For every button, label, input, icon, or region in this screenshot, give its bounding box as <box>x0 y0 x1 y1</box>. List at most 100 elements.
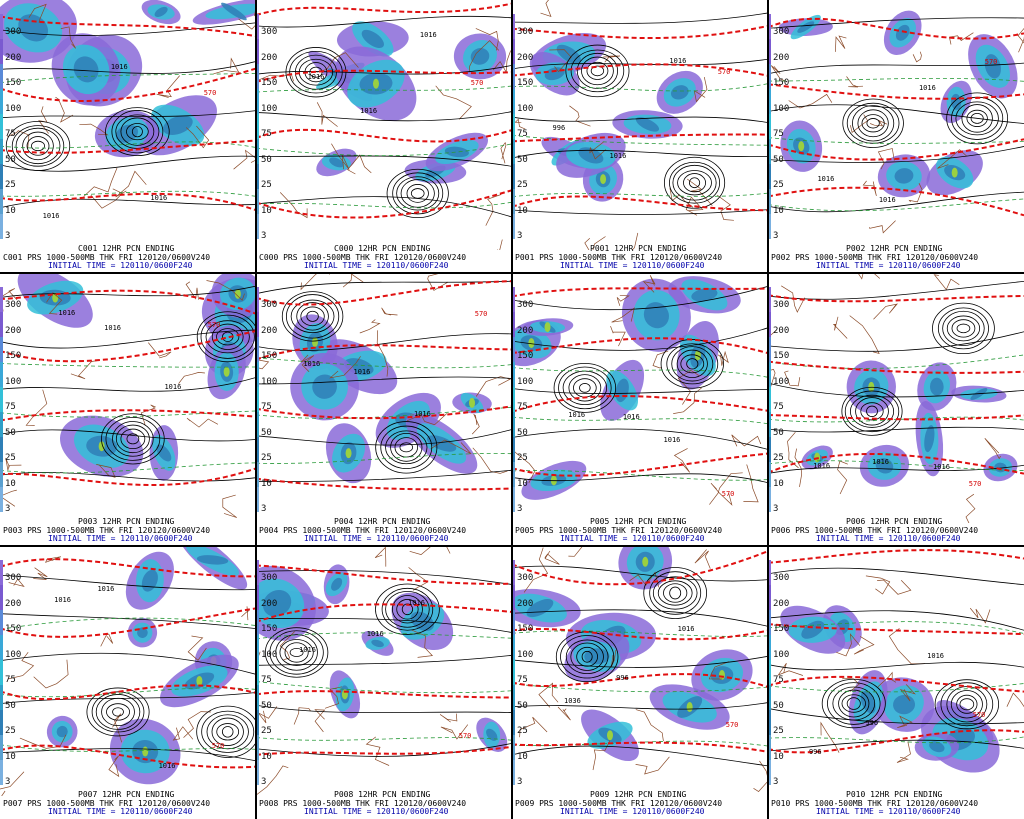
border-line <box>908 183 923 203</box>
border-line <box>100 633 114 647</box>
isobar <box>558 366 612 410</box>
border-line <box>933 274 960 291</box>
scale-tick-label: 200 <box>5 52 22 63</box>
scale-tick-label: 300 <box>5 27 22 37</box>
scale-tick-label: 3 <box>773 231 779 241</box>
border-line <box>206 280 245 301</box>
pressure-label: 1016 <box>677 625 695 634</box>
isobar <box>0 329 256 349</box>
border-line <box>33 659 69 689</box>
scale-segment <box>0 287 3 312</box>
border-line <box>611 307 635 323</box>
dashed-contour <box>768 683 1024 693</box>
precip-area <box>994 462 1007 473</box>
panel-divider <box>0 272 1024 274</box>
isobar <box>375 421 438 474</box>
border-line <box>631 232 639 250</box>
scale-segment <box>256 39 259 64</box>
thickness-label: 570 <box>984 57 998 66</box>
isobar <box>115 424 150 454</box>
dashed-contour <box>0 687 256 698</box>
panel-top-caption: P010 12HR PCN ENDING <box>846 790 943 799</box>
border-line <box>1017 27 1024 53</box>
dashed-contour <box>256 201 512 209</box>
isobar <box>386 168 449 219</box>
isobar <box>0 574 256 591</box>
border-line <box>497 239 503 250</box>
thickness-line <box>256 128 512 143</box>
pressure-label: 1016 <box>609 151 627 160</box>
forecast-panel: 300 200 150 100 75 50 25 10 3 1016 1016 1016 570 P003… <box>0 273 256 546</box>
isobar <box>256 654 512 666</box>
scale-segment <box>0 560 3 585</box>
isobar <box>512 209 768 215</box>
isobar <box>26 136 50 156</box>
border-line <box>0 771 25 796</box>
isobar <box>289 647 304 657</box>
scale-tick-label: 10 <box>5 205 16 216</box>
isobar <box>946 315 981 342</box>
precip-area <box>486 728 498 741</box>
border-line <box>60 26 77 49</box>
scale-segment <box>768 14 771 39</box>
border-line <box>1006 692 1024 708</box>
border-line <box>743 464 759 503</box>
isobar <box>568 374 602 402</box>
panel-top-caption: P002 12HR PCN ENDING <box>846 244 943 253</box>
border-line <box>635 756 670 775</box>
scale-segment <box>768 387 771 412</box>
isobar <box>860 402 884 421</box>
pressure-label: 1016 <box>927 651 944 660</box>
forecast-map <box>0 0 256 212</box>
panel-divider <box>767 0 769 819</box>
isobar <box>101 413 165 465</box>
scale-tick-label: 200 <box>517 52 534 63</box>
border-line <box>584 236 606 250</box>
scale-segment <box>512 760 515 785</box>
border-line <box>222 494 238 518</box>
isobar <box>381 587 434 631</box>
border-line <box>28 3 47 23</box>
panel-title-line: C001 PRS 1000-500MB THK FRI 120120/0600V… <box>3 253 211 262</box>
scale-tick-label: 3 <box>517 231 523 241</box>
panel-divider <box>511 0 513 819</box>
thickness-line <box>768 675 1024 693</box>
isobar <box>657 580 693 606</box>
scale-segment <box>0 660 3 685</box>
scale-segment <box>256 14 259 39</box>
isobar <box>15 127 61 165</box>
isobar <box>512 473 768 484</box>
isobar <box>683 173 707 193</box>
forecast-map <box>768 273 1024 523</box>
isobar <box>256 376 512 385</box>
scale-segment <box>256 139 259 164</box>
isobar <box>768 464 1024 474</box>
isobar <box>512 565 768 582</box>
isobar <box>200 314 255 359</box>
isobar <box>768 426 1024 433</box>
forecast-panel: 300 200 150 100 75 50 25 10 3 1016 1016 1016 570 P008… <box>256 546 512 819</box>
isobar <box>406 184 429 203</box>
scale-tick-label: 75 <box>261 675 272 685</box>
isobar <box>281 291 344 342</box>
pressure-label: 1016 <box>97 585 115 594</box>
thickness-line <box>768 294 1024 303</box>
scale-tick-label: 100 <box>773 376 790 387</box>
border-line <box>411 629 434 658</box>
pressure-label: 1016 <box>813 461 831 470</box>
isobar <box>590 65 605 77</box>
scale-tick-label: 300 <box>517 300 534 310</box>
isobar <box>512 149 768 159</box>
scale-tick-label: 150 <box>261 624 278 634</box>
precip-max <box>951 167 958 178</box>
isobar <box>11 125 65 167</box>
thickness-label: 570 <box>458 731 472 740</box>
isobar <box>0 429 256 442</box>
panel-title-line: P010 PRS 1000-500MB THK FRI 120120/0600V… <box>771 799 979 808</box>
pressure-label: 1016 <box>42 212 60 221</box>
thickness-line <box>768 138 1024 161</box>
border-line <box>5 457 22 471</box>
scale-segment <box>512 362 515 387</box>
scale-segment <box>256 560 259 585</box>
scale-segment <box>256 337 259 362</box>
